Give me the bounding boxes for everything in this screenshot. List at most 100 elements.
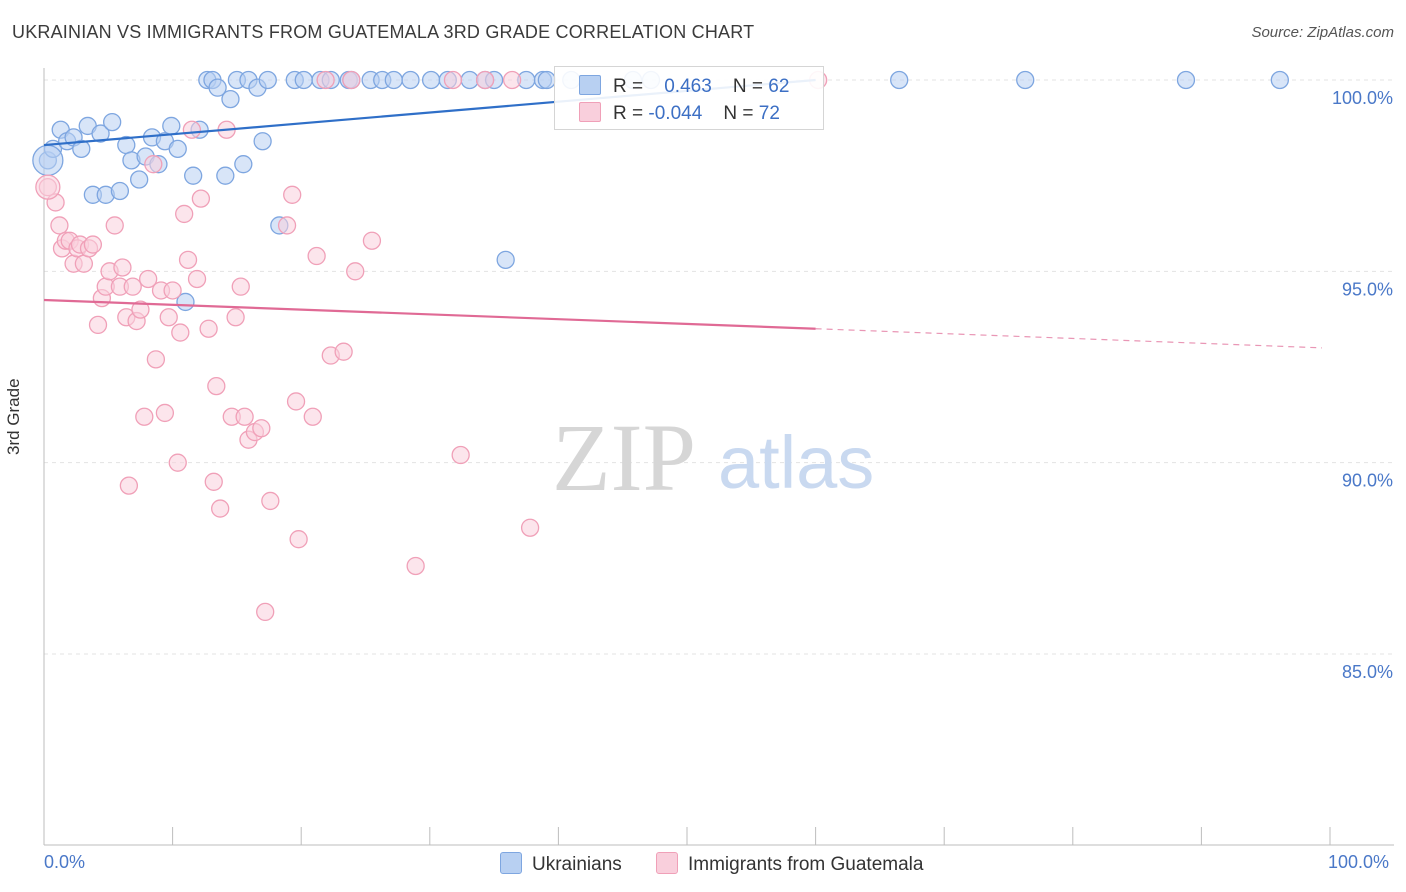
data-point [496, 250, 515, 270]
data-point [346, 262, 365, 281]
data-point [277, 216, 297, 235]
y-tick-label: 100.0% [1332, 88, 1393, 108]
data-point [191, 189, 211, 208]
data-point [211, 499, 230, 518]
data-point [32, 144, 64, 177]
data-point [1270, 70, 1289, 90]
data-point [261, 491, 280, 511]
data-point [130, 170, 149, 189]
legend-row-ukrainians: R = 0.463 N = 62 [579, 75, 789, 98]
data-point [146, 350, 166, 369]
data-point [184, 166, 203, 185]
data-point [234, 155, 253, 174]
legend-row-guatemala: R = -0.044 N = 72 [579, 102, 780, 125]
data-point [175, 204, 194, 224]
data-point [475, 70, 495, 90]
data-point [207, 376, 226, 396]
data-point [123, 277, 142, 296]
data-point [178, 250, 198, 270]
data-point [35, 174, 61, 200]
data-point [406, 556, 425, 576]
data-point [231, 277, 250, 296]
data-point [307, 246, 326, 266]
data-point [182, 120, 202, 139]
data-point [256, 602, 275, 622]
data-point [221, 89, 240, 109]
data-point [155, 403, 175, 423]
data-point [139, 269, 158, 289]
data-point [105, 216, 124, 235]
data-point [159, 308, 178, 327]
series-legend-ukrainians: Ukrainians [500, 852, 622, 876]
data-point [74, 254, 94, 273]
data-point [168, 453, 187, 472]
data-point [460, 70, 479, 90]
legend-n-label: N = [723, 103, 754, 124]
data-point [119, 476, 139, 495]
legend-n-value: 72 [758, 103, 780, 124]
data-point [208, 78, 227, 97]
legend-r-label: R = [613, 76, 644, 97]
data-point [103, 112, 122, 132]
data-point [88, 315, 108, 335]
data-point [443, 70, 463, 90]
data-point [50, 216, 69, 235]
data-point [216, 166, 235, 185]
data-point [384, 70, 403, 90]
data-point [421, 70, 441, 90]
data-point [303, 407, 322, 426]
x-tick-label-max: 100.0% [1328, 852, 1390, 872]
data-point [163, 281, 182, 300]
data-point [72, 139, 91, 159]
legend-r-value: 0.463 [664, 76, 712, 97]
data-point [171, 323, 190, 342]
data-point [168, 139, 187, 159]
data-point [135, 407, 154, 426]
data-point [204, 472, 223, 491]
data-point [235, 407, 254, 426]
data-point [502, 70, 522, 90]
data-point [316, 70, 335, 90]
legend-swatch-guatemala [579, 102, 601, 122]
data-point [283, 185, 302, 204]
data-point [451, 445, 470, 465]
data-point [258, 70, 277, 90]
data-point [342, 70, 361, 90]
data-point [110, 181, 130, 201]
data-point [362, 231, 382, 250]
series-legend-guatemala: Immigrants from Guatemala [656, 852, 923, 876]
data-point [286, 392, 306, 411]
chart-title: UKRAINIAN VS IMMIGRANTS FROM GUATEMALA 3… [12, 22, 755, 42]
data-point [144, 155, 163, 174]
data-point [131, 300, 150, 319]
data-point [113, 258, 132, 277]
y-tick-label: 85.0% [1342, 662, 1393, 682]
data-point [226, 308, 245, 327]
watermark-atlas: atlas [718, 421, 874, 504]
series-label-guatemala: Immigrants from Guatemala [688, 854, 924, 875]
data-point [401, 70, 420, 90]
trend-line-1 [43, 298, 816, 330]
data-point [289, 530, 308, 549]
data-point [187, 269, 207, 289]
legend-swatch-ukrainians [579, 75, 601, 95]
series-swatch-guatemala [656, 852, 678, 874]
data-point [162, 116, 181, 136]
data-point [537, 70, 556, 90]
watermark-zip: ZIP [552, 404, 696, 511]
series-1-points [35, 70, 828, 622]
x-tick-label-min: 0.0% [44, 852, 86, 872]
series-label-ukrainians: Ukrainians [532, 854, 622, 875]
data-point [91, 124, 110, 143]
data-point [1016, 70, 1035, 90]
legend-n-label: N = [732, 76, 764, 97]
series-swatch-ukrainians [500, 852, 522, 874]
data-point [83, 235, 103, 254]
y-tick-label: 90.0% [1342, 471, 1393, 491]
data-point [252, 419, 271, 438]
data-point [334, 342, 353, 361]
legend-n-value: 62 [768, 76, 790, 97]
data-points [32, 70, 1289, 622]
data-point [253, 132, 272, 151]
